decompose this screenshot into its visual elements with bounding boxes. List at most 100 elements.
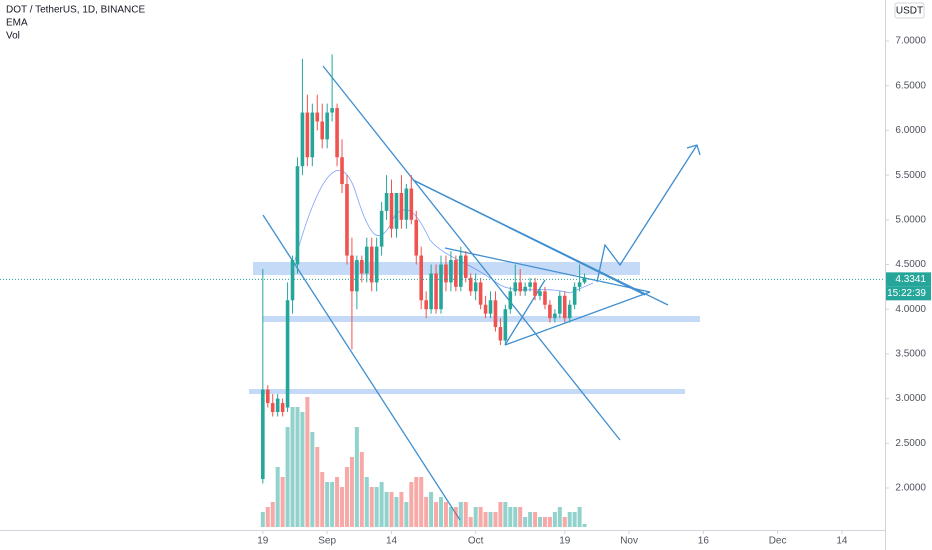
candle-body [493,300,498,328]
volume-bar [389,492,394,527]
zone [263,316,700,322]
candle-body [488,300,493,314]
volume-bar [340,487,345,527]
candle-body [498,327,503,341]
volume-bar [270,502,275,527]
candle-body [295,166,300,265]
volume-bar [443,502,448,527]
volume-bar [384,492,389,527]
volume-pane [260,397,587,527]
last-price-label: 4.3341 [895,274,926,285]
candle-body [275,398,280,413]
candle-body [409,188,414,220]
zone [249,389,685,394]
volume-bar [483,512,488,527]
volume-bar [414,477,419,527]
volume-bar [315,447,320,527]
x-tick-label: Oct [468,536,484,547]
candle-body [518,282,523,292]
y-tick-label: 5.5000 [895,170,926,181]
candle-body [305,112,310,158]
volume-bar [374,487,379,527]
x-tick-label: Dec [769,536,787,547]
candle-body [434,273,438,310]
volume-bar [399,492,404,527]
candle-body [280,403,285,413]
volume-bar [310,432,315,527]
currency-box[interactable] [894,2,925,19]
x-tick-label: 14 [836,536,848,547]
volume-bar [572,512,577,527]
trend-line [444,247,651,293]
volume-bar [369,487,374,527]
candle-body [513,282,518,292]
candle-body [345,184,349,256]
candle-body [439,264,443,310]
volume-bar [354,427,359,527]
projection-arrow [596,144,698,283]
candle-body [394,192,399,229]
volume-bar [562,517,567,527]
volume-bar [320,472,325,527]
volume-bar [424,497,429,527]
trend-line [412,179,646,296]
volume-bar [473,507,478,527]
volume-bar [453,507,458,527]
candle-body [424,300,428,310]
volume-bar [538,517,543,527]
indicator-label: Vol [6,31,20,42]
volume-bar [349,457,354,527]
candle-body [330,108,334,113]
x-tick-label: 19 [257,536,269,547]
candle-body [374,246,379,283]
volume-bar [463,502,468,527]
countdown-box [886,286,931,301]
currency[interactable]: USDT [896,6,923,17]
volume-bar [394,497,399,527]
candle-body [508,291,513,310]
candle-body [483,304,488,314]
candle-body [325,112,329,140]
volume-bar [547,517,552,527]
volume-bar [280,477,285,527]
volume-bar [448,507,453,527]
candle-body [261,389,265,480]
volume-bar [552,512,557,527]
candle-body [320,121,325,140]
candle-body [265,389,270,404]
candle-body [285,300,290,408]
candle-body [399,192,404,220]
volume-bar [493,512,498,527]
candle-body [463,255,468,278]
candle-body [384,192,389,211]
candle-body [473,282,478,292]
candle-body [468,277,473,292]
volume-bar [419,477,424,527]
volume-bar [290,407,295,527]
candle-body [360,260,364,274]
volume-bar [567,512,572,527]
volume-bar [533,512,538,527]
volume-bar [379,482,384,527]
candle-body [567,304,572,319]
volume-bar [468,517,473,527]
volume-bar [344,467,349,527]
candle-body [533,282,537,296]
candle-body [528,282,532,287]
y-tick-label: 5.0000 [895,214,926,225]
volume-bar [439,497,444,527]
candle-body [444,264,448,283]
candle-body [562,295,567,319]
candle-body [414,219,419,256]
volume-bar [330,482,335,527]
x-tick-label: Sep [318,536,336,547]
candle-body [300,112,305,167]
volume-bar [335,477,340,527]
volume-bar [577,507,582,527]
volume-bar [429,492,434,527]
candle-body [379,210,384,247]
x-tick-label: 14 [386,536,398,547]
candle-body [355,260,359,292]
volume-bar [478,507,483,527]
candle-body [478,282,483,305]
